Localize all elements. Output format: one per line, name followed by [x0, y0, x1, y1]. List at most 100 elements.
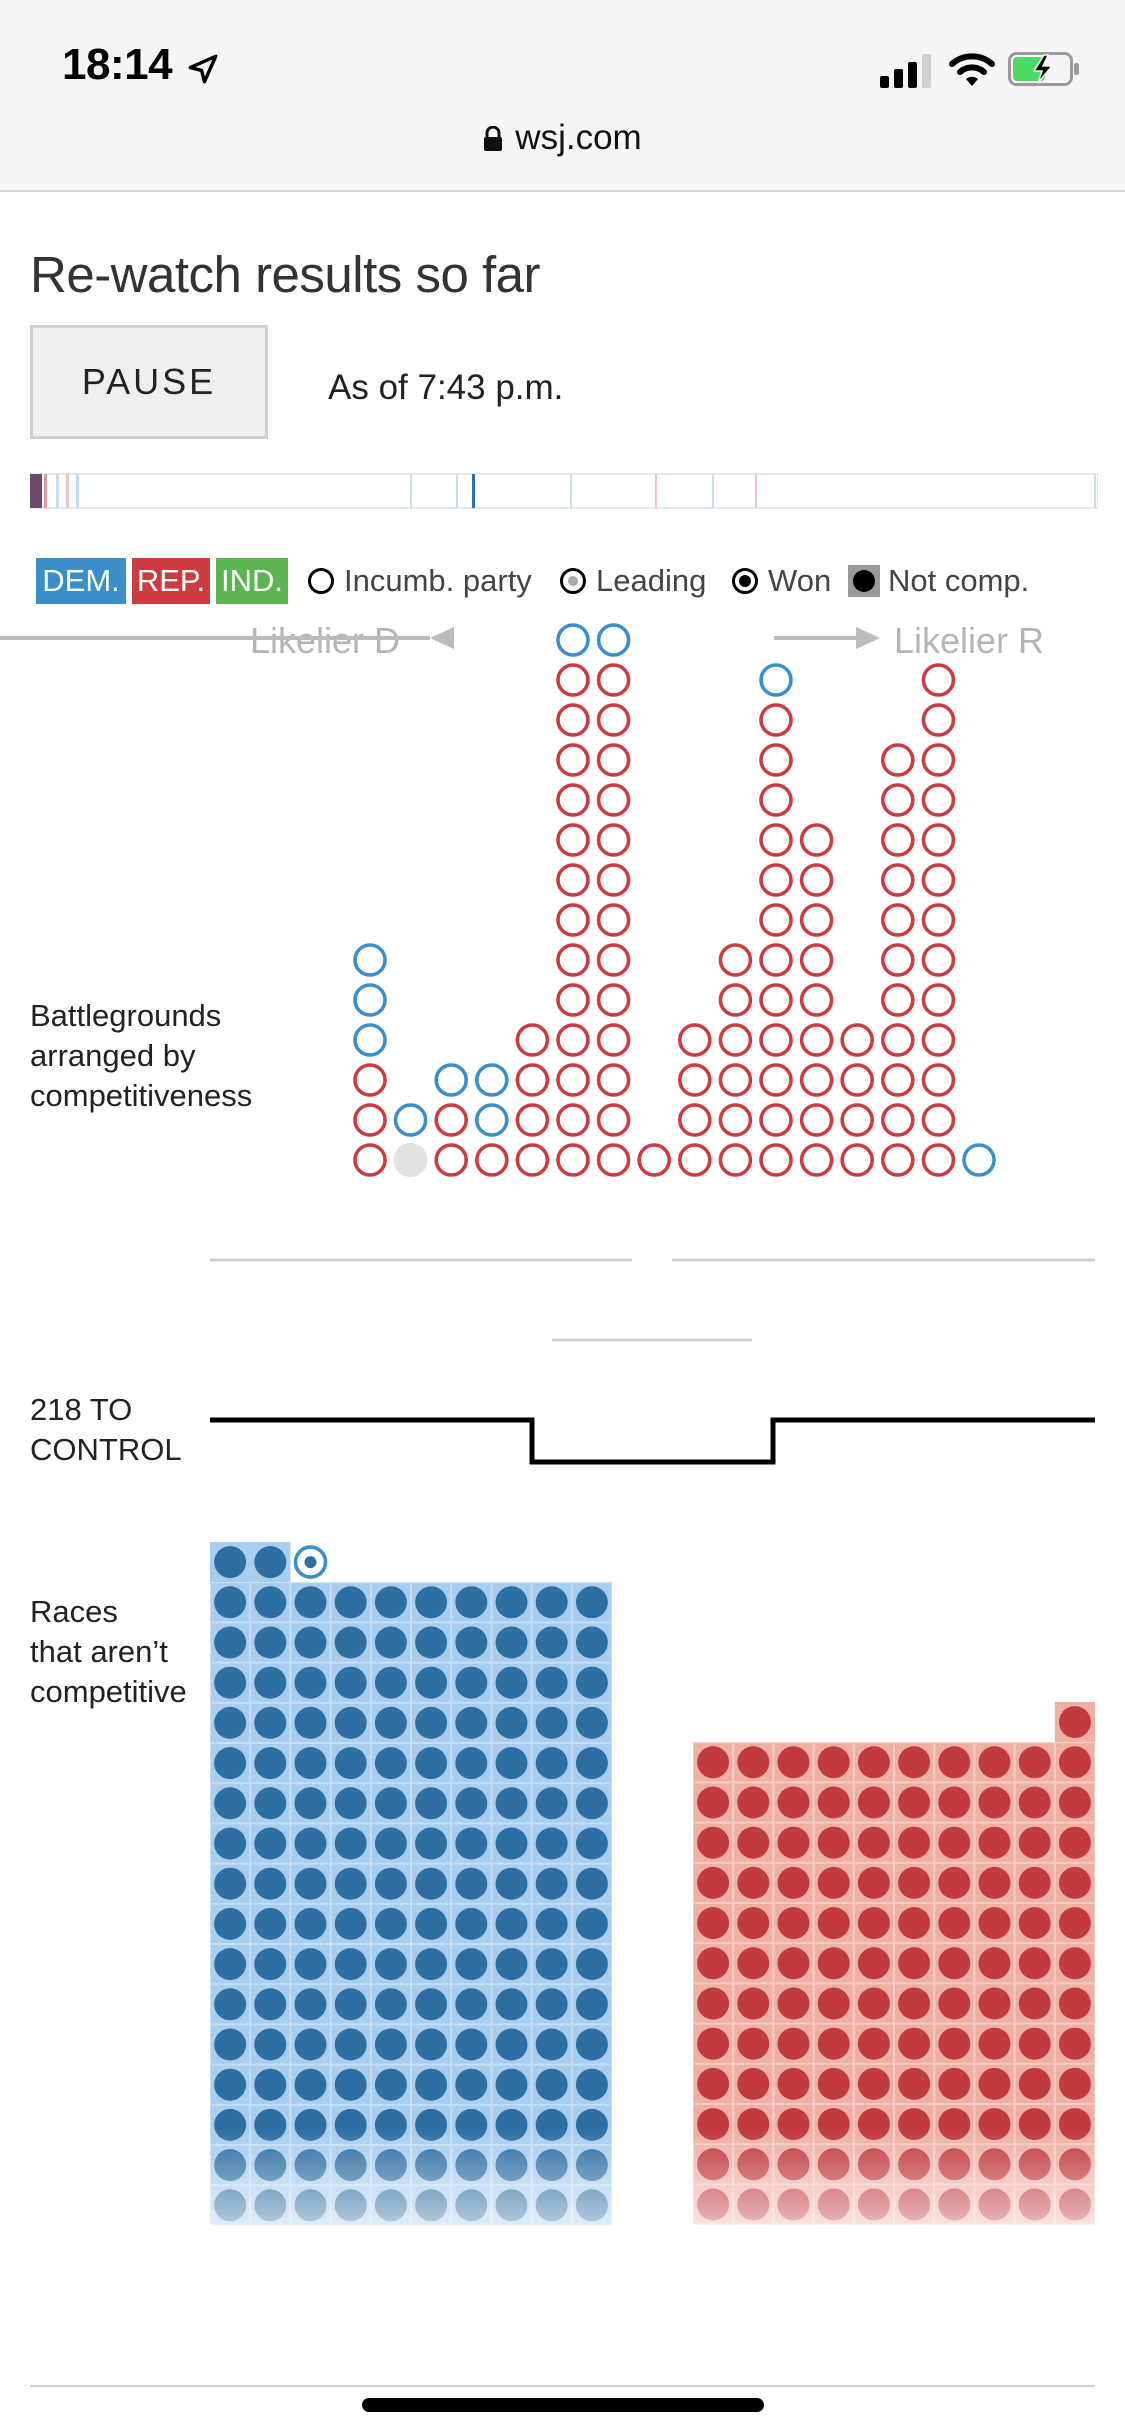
- rep-incumbent-dot[interactable]: [677, 1063, 712, 1097]
- rep-incumbent-dot[interactable]: [880, 983, 915, 1017]
- rep-safe-seat-dot[interactable]: [817, 1907, 850, 1940]
- rep-safe-seat-dot[interactable]: [737, 1947, 770, 1980]
- dem-safe-seat-dot[interactable]: [214, 1626, 247, 1659]
- dem-safe-seat-dot[interactable]: [374, 2028, 407, 2061]
- dem-safe-seat-dot[interactable]: [334, 1948, 367, 1981]
- rep-incumbent-dot[interactable]: [759, 703, 793, 737]
- rep-incumbent-dot[interactable]: [515, 1103, 550, 1137]
- rep-safe-seat-dot[interactable]: [777, 1746, 810, 1779]
- rep-incumbent-dot[interactable]: [799, 943, 834, 977]
- rep-safe-seat-dot[interactable]: [777, 1826, 810, 1859]
- rep-incumbent-dot[interactable]: [677, 1143, 712, 1177]
- rep-safe-seat-dot[interactable]: [938, 1947, 971, 1980]
- dem-safe-seat-dot[interactable]: [535, 1867, 568, 1900]
- rep-safe-seat-dot[interactable]: [777, 2067, 810, 2100]
- dem-incumbent-dot[interactable]: [962, 1143, 996, 1177]
- rep-incumbent-dot[interactable]: [880, 863, 915, 897]
- rep-incumbent-dot[interactable]: [880, 1103, 915, 1137]
- dem-safe-seat-dot[interactable]: [294, 1787, 327, 1820]
- rep-incumbent-dot[interactable]: [596, 1063, 631, 1097]
- dem-safe-seat-dot[interactable]: [455, 1988, 488, 2021]
- dem-safe-seat-dot[interactable]: [374, 1867, 407, 1900]
- rep-incumbent-dot[interactable]: [921, 1063, 956, 1097]
- dem-safe-seat-dot[interactable]: [294, 1948, 327, 1981]
- dem-safe-seat-dot[interactable]: [535, 1626, 568, 1659]
- rep-safe-seat-dot[interactable]: [737, 2027, 770, 2060]
- dem-safe-seat-dot[interactable]: [334, 1787, 367, 1820]
- rep-incumbent-dot[interactable]: [718, 943, 753, 977]
- rep-incumbent-dot[interactable]: [921, 1103, 956, 1137]
- dem-safe-seat-dot[interactable]: [254, 1706, 287, 1739]
- rep-incumbent-dot[interactable]: [556, 703, 590, 737]
- dem-safe-seat-dot[interactable]: [334, 1747, 367, 1780]
- dem-safe-seat-dot[interactable]: [214, 1787, 247, 1820]
- rep-incumbent-dot[interactable]: [353, 1143, 387, 1177]
- dem-safe-seat-dot[interactable]: [535, 1988, 568, 2021]
- rep-safe-seat-dot[interactable]: [978, 1826, 1011, 1859]
- rep-incumbent-dot[interactable]: [556, 1063, 590, 1097]
- dem-safe-seat-dot[interactable]: [254, 1626, 287, 1659]
- rep-safe-seat-dot[interactable]: [777, 1987, 810, 2020]
- rep-incumbent-dot[interactable]: [515, 1143, 550, 1177]
- rep-safe-seat-dot[interactable]: [777, 1786, 810, 1819]
- dem-safe-seat-dot[interactable]: [254, 2068, 287, 2101]
- rep-incumbent-dot[interactable]: [596, 783, 631, 817]
- rep-safe-seat-dot[interactable]: [817, 1826, 850, 1859]
- dem-safe-seat-dot[interactable]: [214, 1827, 247, 1860]
- rep-incumbent-dot[interactable]: [880, 743, 915, 777]
- dem-safe-seat-dot[interactable]: [294, 1586, 327, 1619]
- rep-safe-seat-dot[interactable]: [697, 1866, 730, 1899]
- rep-incumbent-dot[interactable]: [880, 943, 915, 977]
- rep-safe-seat-dot[interactable]: [737, 1907, 770, 1940]
- dem-safe-seat-dot[interactable]: [294, 1907, 327, 1940]
- dem-safe-seat-dot[interactable]: [535, 1706, 568, 1739]
- rep-incumbent-dot[interactable]: [596, 903, 631, 937]
- dem-safe-seat-dot[interactable]: [334, 1867, 367, 1900]
- rep-safe-seat-dot[interactable]: [1058, 1947, 1091, 1980]
- dem-safe-seat-dot[interactable]: [495, 1827, 528, 1860]
- rep-incumbent-dot[interactable]: [556, 1143, 590, 1177]
- dem-safe-seat-dot[interactable]: [334, 2028, 367, 2061]
- dem-safe-seat-dot[interactable]: [455, 1706, 488, 1739]
- rep-safe-seat-dot[interactable]: [898, 1786, 931, 1819]
- rep-incumbent-dot[interactable]: [718, 983, 753, 1017]
- dem-safe-seat-dot[interactable]: [415, 1988, 448, 2021]
- dem-safe-seat-dot[interactable]: [415, 1626, 448, 1659]
- rep-safe-seat-dot[interactable]: [857, 2027, 890, 2060]
- dem-safe-seat-dot[interactable]: [495, 1666, 528, 1699]
- dem-safe-seat-dot[interactable]: [294, 2028, 327, 2061]
- not-comp-dot[interactable]: [393, 1143, 428, 1177]
- dem-safe-seat-dot[interactable]: [374, 1586, 407, 1619]
- rep-incumbent-dot[interactable]: [921, 943, 956, 977]
- dem-safe-seat-dot[interactable]: [575, 2028, 608, 2061]
- rep-safe-seat-dot[interactable]: [1018, 1826, 1051, 1859]
- dem-safe-seat-dot[interactable]: [374, 2068, 407, 2101]
- rep-safe-seat-dot[interactable]: [697, 1746, 730, 1779]
- rep-safe-seat-dot[interactable]: [978, 1746, 1011, 1779]
- rep-incumbent-dot[interactable]: [799, 903, 834, 937]
- dem-safe-seat-dot[interactable]: [575, 1948, 608, 1981]
- rep-safe-seat-dot[interactable]: [938, 1907, 971, 1940]
- dem-safe-seat-dot[interactable]: [374, 1948, 407, 1981]
- dem-safe-seat-dot[interactable]: [294, 1827, 327, 1860]
- rep-safe-seat-dot[interactable]: [817, 1987, 850, 2020]
- rep-safe-seat-dot[interactable]: [737, 1987, 770, 2020]
- rep-safe-seat-dot[interactable]: [898, 1746, 931, 1779]
- dem-safe-seat-dot[interactable]: [575, 1706, 608, 1739]
- dem-safe-seat-dot[interactable]: [374, 1988, 407, 2021]
- rep-safe-seat-dot[interactable]: [857, 1786, 890, 1819]
- rep-safe-seat-dot[interactable]: [1058, 2067, 1091, 2100]
- rep-safe-seat-dot[interactable]: [817, 1866, 850, 1899]
- rep-incumbent-dot[interactable]: [921, 663, 956, 697]
- rep-safe-seat-dot[interactable]: [1018, 2067, 1051, 2100]
- rep-safe-seat-dot[interactable]: [978, 2027, 1011, 2060]
- dem-safe-seat-dot[interactable]: [294, 2068, 327, 2101]
- dem-safe-seat-dot[interactable]: [415, 1706, 448, 1739]
- dem-safe-seat-dot[interactable]: [374, 1666, 407, 1699]
- rep-incumbent-dot[interactable]: [921, 1143, 956, 1177]
- dem-safe-seat-dot[interactable]: [535, 1907, 568, 1940]
- rep-incumbent-dot[interactable]: [515, 1023, 550, 1057]
- dem-safe-seat-dot[interactable]: [294, 1626, 327, 1659]
- rep-safe-seat-dot[interactable]: [1058, 1826, 1091, 1859]
- dem-safe-seat-dot[interactable]: [254, 1907, 287, 1940]
